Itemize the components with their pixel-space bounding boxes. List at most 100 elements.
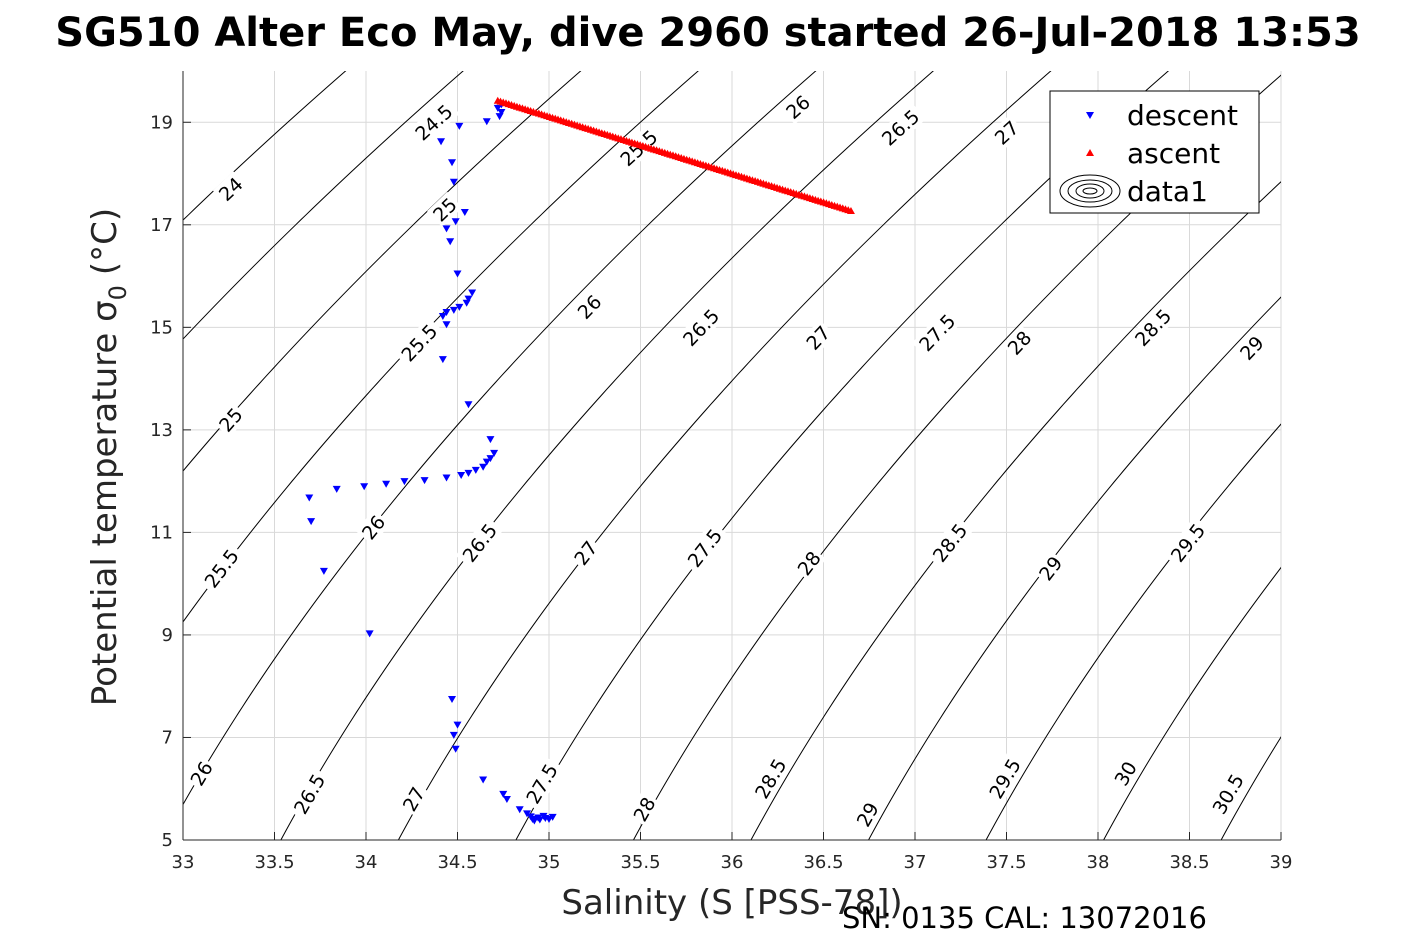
x-tick-label: 33.5 <box>254 852 294 873</box>
descent-marker <box>448 696 457 704</box>
descent-marker <box>468 289 477 297</box>
legend-contour-icon <box>1067 179 1113 203</box>
descent-marker <box>305 494 314 502</box>
legend-contour-icon <box>1082 187 1098 195</box>
legend-label: data1 <box>1127 175 1208 208</box>
chart-title: SG510 Alter Eco May, dive 2960 started 2… <box>55 10 1360 56</box>
ascent-marker <box>846 206 855 214</box>
y-tick-label: 9 <box>162 625 173 646</box>
contour-line <box>397 71 1052 840</box>
descent-marker <box>442 308 451 316</box>
x-tick-label: 33 <box>172 852 195 873</box>
descent-marker <box>448 159 457 167</box>
descent-marker <box>437 138 446 146</box>
descent-marker <box>460 208 469 216</box>
y-axis-label-main: Potential temperature σ <box>85 300 125 706</box>
descent-marker <box>464 469 473 477</box>
descent-marker <box>464 401 473 409</box>
contour-line <box>1103 566 1281 840</box>
x-tick-label: 36.5 <box>803 852 843 873</box>
descent-marker <box>420 477 429 485</box>
y-tick-label: 5 <box>162 830 173 851</box>
descent-marker <box>479 776 488 784</box>
y-axis-label-unit: (°C) <box>85 208 125 275</box>
x-axis-label: Salinity (S [PSS-78]) <box>561 883 902 923</box>
descent-marker <box>502 795 511 803</box>
descent-marker <box>400 478 409 486</box>
contour-line <box>183 71 464 340</box>
x-tick-label: 36 <box>721 852 744 873</box>
descent-marker <box>490 449 499 457</box>
contour-line <box>280 71 934 840</box>
x-tick-label: 34 <box>355 852 378 873</box>
svg-text:Potential temperature σ0(°C): Potential temperature σ0 (°C) <box>85 208 132 706</box>
y-tick-label: 7 <box>162 727 173 748</box>
descent-marker <box>455 122 464 130</box>
y-tick-label: 17 <box>150 215 173 236</box>
contour-line <box>867 296 1281 840</box>
legend-contour-icon <box>1059 174 1121 208</box>
descent-marker <box>451 745 460 753</box>
descent-marker <box>497 109 506 117</box>
y-tick-label: 19 <box>150 112 173 133</box>
x-tick-label: 38 <box>1087 852 1110 873</box>
y-axis-label: Potential temperature σ0 (°C) <box>85 208 132 706</box>
descent-marker <box>449 306 458 314</box>
descent-marker <box>455 303 464 311</box>
descent-marker <box>442 225 451 233</box>
x-tick-label: 35.5 <box>620 852 660 873</box>
descent-marker <box>495 113 504 121</box>
legend-label: ascent <box>1127 137 1220 170</box>
descent-marker <box>548 813 557 821</box>
descent-marker <box>499 790 508 798</box>
descent-marker <box>515 806 524 814</box>
descent-marker <box>453 270 462 278</box>
descent-marker <box>438 356 447 364</box>
descent-marker <box>462 299 471 307</box>
x-tick-label: 34.5 <box>437 852 477 873</box>
legend-label: descent <box>1127 99 1238 132</box>
descent-marker <box>479 463 488 471</box>
descent-marker <box>482 458 491 466</box>
descent-marker <box>449 731 458 739</box>
descent-marker <box>360 483 369 491</box>
legend-descent-marker <box>1086 112 1094 119</box>
descent-marker <box>365 630 374 638</box>
density-contours <box>183 71 1281 840</box>
descent-marker <box>453 721 462 729</box>
descent-marker <box>307 518 316 526</box>
x-tick-label: 39 <box>1270 852 1293 873</box>
descent-marker <box>486 436 495 444</box>
ascent-series <box>493 96 855 214</box>
x-tick-label: 38.5 <box>1169 852 1209 873</box>
descent-marker <box>449 178 458 186</box>
descent-marker <box>438 313 447 321</box>
x-tick-label: 37 <box>904 852 927 873</box>
descent-marker <box>319 567 328 575</box>
descent-marker <box>382 480 391 488</box>
descent-marker <box>539 812 548 820</box>
descent-marker <box>464 295 473 303</box>
descent-marker <box>545 815 553 823</box>
descent-marker <box>442 474 451 482</box>
y-axis-label-subscript: 0 <box>104 285 132 300</box>
descent-marker <box>493 104 502 112</box>
contour-line <box>750 181 1281 840</box>
y-tick-label: 13 <box>150 420 173 441</box>
descent-marker <box>534 814 543 822</box>
calibration-footer: SN: 0135 CAL: 13072016 <box>842 901 1207 935</box>
x-tick-label: 35 <box>538 852 561 873</box>
descent-marker <box>486 455 495 463</box>
contour-line <box>183 71 699 623</box>
descent-marker <box>530 817 539 825</box>
x-tick-label: 37.5 <box>986 852 1026 873</box>
contour-line <box>183 71 582 472</box>
y-tick-label: 11 <box>150 522 173 543</box>
y-tick-label: 15 <box>150 317 173 338</box>
descent-series <box>305 101 557 825</box>
descent-marker <box>446 238 455 246</box>
legend: descent ascent data1 <box>1049 90 1260 214</box>
contour-line <box>183 71 817 806</box>
descent-marker <box>482 118 491 126</box>
